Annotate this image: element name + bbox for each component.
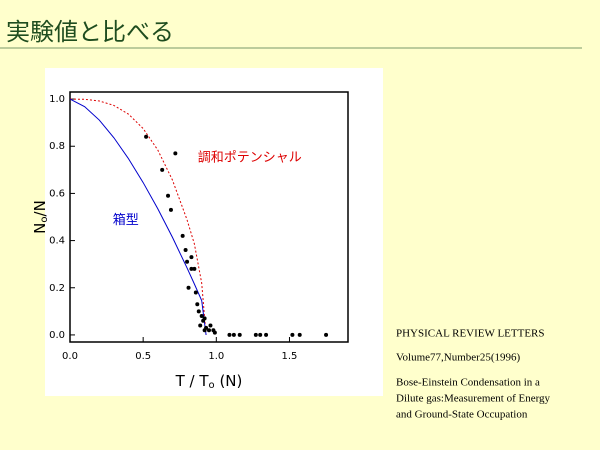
y-tick-label: 0.8 xyxy=(49,141,65,152)
x-tick-label: 0.5 xyxy=(135,351,151,362)
data-point xyxy=(168,207,173,212)
data-point xyxy=(193,290,198,295)
data-point xyxy=(198,323,203,328)
reference-line: Volume77,Number25(1996) xyxy=(396,352,520,364)
x-tick-label: 1.0 xyxy=(208,351,224,362)
data-point xyxy=(144,134,149,139)
y-tick-label: 0.6 xyxy=(49,188,65,199)
reference-line: and Ground-State Occupation xyxy=(396,409,528,421)
data-point xyxy=(253,332,258,337)
data-point xyxy=(212,330,217,335)
y-tick-label: 0.4 xyxy=(49,236,65,247)
x-tick-label: 0.0 xyxy=(62,351,78,362)
reference-line: Dilute gas:Measurement of Energy xyxy=(396,393,551,405)
y-axis-label: No/N xyxy=(31,200,51,234)
data-point xyxy=(185,259,190,264)
reference-line: PHYSICAL REVIEW LETTERS xyxy=(396,328,545,340)
curve-label: 箱型 xyxy=(113,212,139,228)
plot-frame xyxy=(69,91,349,343)
curve-label: 調和ポテンシャル xyxy=(198,151,302,166)
data-point xyxy=(297,332,302,337)
y-axis-label-part: o xyxy=(39,216,50,222)
data-point xyxy=(189,255,194,260)
data-point xyxy=(166,193,171,198)
x-axis-label-part: (N) xyxy=(215,372,243,390)
data-point xyxy=(231,332,236,337)
data-point xyxy=(180,233,185,238)
data-point xyxy=(202,328,207,333)
data-point xyxy=(199,314,204,319)
data-point xyxy=(237,332,242,337)
curve xyxy=(69,98,207,335)
data-point xyxy=(207,328,211,333)
y-axis-label-part: /N xyxy=(31,200,49,216)
data-point xyxy=(264,332,269,337)
x-axis-label-part: T / T xyxy=(175,372,210,390)
data-point xyxy=(195,302,200,307)
y-tick-label: 0.0 xyxy=(49,330,65,341)
x-tick-label: 1.5 xyxy=(282,351,298,362)
data-point xyxy=(186,285,191,290)
data-point xyxy=(290,332,295,337)
reference-line: Bose-Einstein Condensation in a xyxy=(396,377,540,389)
data-point xyxy=(208,323,213,328)
x-axis-label: T / To (N) xyxy=(175,372,243,392)
y-axis-label-part: N xyxy=(31,223,49,234)
y-tick-label: 0.2 xyxy=(49,283,65,294)
data-point xyxy=(258,332,263,337)
data-point xyxy=(324,332,329,337)
y-tick-label: 1.0 xyxy=(49,94,65,105)
data-point xyxy=(173,151,178,156)
data-point xyxy=(183,248,188,253)
data-point xyxy=(196,309,201,314)
data-point xyxy=(227,332,232,337)
slide-title: 実験値と比べる xyxy=(6,18,174,46)
data-point xyxy=(202,316,207,321)
x-axis-label-part: o xyxy=(209,380,215,391)
data-point xyxy=(160,167,165,172)
data-point xyxy=(189,266,194,271)
data-point xyxy=(192,266,197,271)
